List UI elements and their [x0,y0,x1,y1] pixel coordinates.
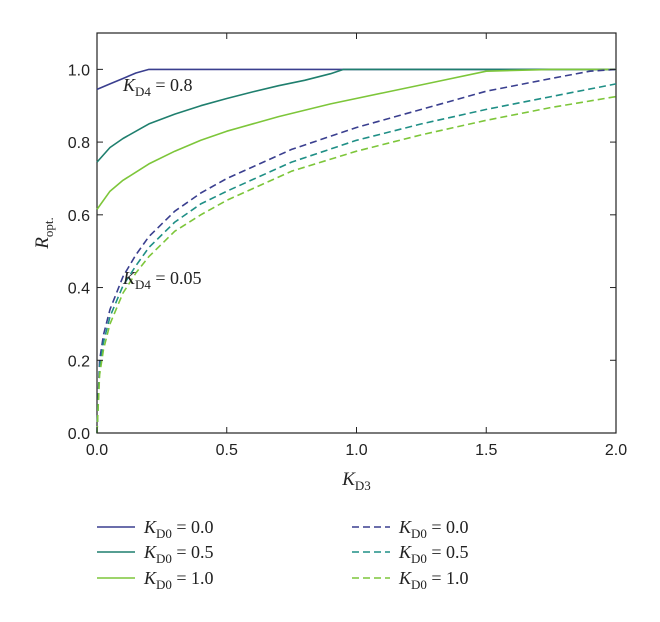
legend-label: KD0 = 1.0 [398,568,469,592]
x-tick-label: 2.0 [605,442,627,459]
legend-item-1: KD0 = 0.5 [97,542,214,566]
x-tick-label: 0.0 [86,442,108,459]
axis-labels: KD3 Ropt. [32,217,371,493]
x-tick-label: 0.5 [216,442,238,459]
legend-label: KD0 = 0.5 [398,542,469,566]
annotations: KD4 = 0.8 KD4 = 0.05 [122,75,202,292]
legend-item-2: KD0 = 1.0 [97,568,214,592]
y-axis-label: Ropt. [32,217,56,249]
legend-label: KD0 = 0.0 [143,517,214,541]
legend-item-0: KD0 = 0.0 [97,517,214,541]
legend-label: KD0 = 0.5 [143,542,214,566]
legend-item-3: KD0 = 0.0 [352,517,469,541]
legend-label: KD0 = 1.0 [143,568,214,592]
legend-item-5: KD0 = 1.0 [352,568,469,592]
series-line-3 [96,68,617,434]
legend-label: KD0 = 0.0 [398,517,469,541]
annotation-0: KD4 = 0.8 [122,75,193,99]
y-tick-label: 0.2 [68,353,90,370]
x-tick-label: 1.0 [345,442,367,459]
y-tick-label: 0.4 [68,281,90,298]
ticks: 0.0 0.5 1.0 1.5 2.0 0.0 0.2 0.4 0.6 0.8 1.0 [68,33,627,459]
y-tick-label: 0.0 [68,426,90,443]
y-tick-label: 0.8 [68,135,90,152]
y-tick-label: 1.0 [68,62,90,79]
legend-item-4: KD0 = 0.5 [352,542,469,566]
series-lines [96,68,617,434]
series-line-2 [96,68,616,210]
y-tick-label: 0.6 [68,208,90,225]
series-line-4 [96,83,617,434]
series-line-5 [96,95,617,434]
annotation-1: KD4 = 0.05 [122,268,202,292]
x-axis-label: KD3 [341,469,371,493]
x-tick-label: 1.5 [475,442,497,459]
series-line-1 [96,68,616,163]
